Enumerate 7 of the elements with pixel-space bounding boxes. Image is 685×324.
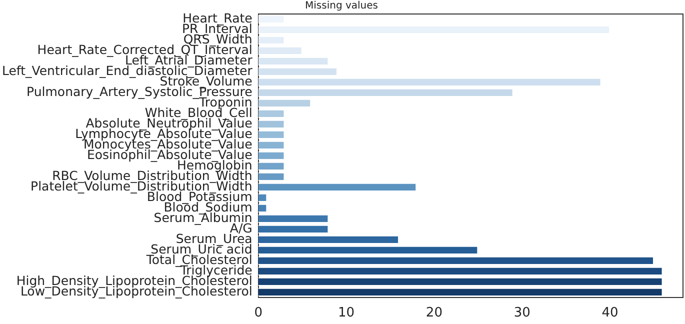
y-tick-label: Heart_Rate	[182, 10, 253, 26]
chart-title: Missing values	[305, 0, 378, 12]
x-tick-label: 40	[602, 306, 618, 321]
x-tick-label: 10	[338, 306, 355, 321]
x-tick-label: 30	[514, 306, 530, 321]
x-tick-label: 20	[426, 306, 442, 321]
x-tick-label: 0	[254, 306, 262, 321]
